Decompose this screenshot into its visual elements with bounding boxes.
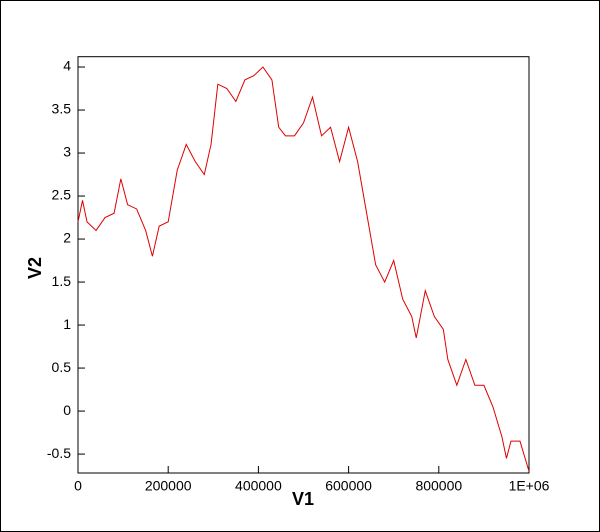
x-tick-label: 600000 [325,478,372,494]
x-tick-label: 200000 [145,478,192,494]
x-tick-label: 1E+06 [509,478,550,494]
x-tick-label: 800000 [415,478,462,494]
x-tick-label: 400000 [235,478,282,494]
y-tick-label: 1 [63,316,71,332]
y-tick-label: -0.5 [47,445,71,461]
x-tick-label: 0 [74,478,82,494]
data-line [77,66,530,472]
y-tick-label: 3 [63,144,71,160]
y-tick-label: 3.5 [52,101,72,117]
plot-frame [77,56,530,474]
y-tick-label: 2.5 [52,187,72,203]
y-tick-label: 2 [63,230,71,246]
y-tick-label: 4 [63,58,71,74]
y-axis-title: V2 [25,257,45,279]
x-axis-title: V1 [292,489,314,509]
y-tick-label: 1.5 [52,273,72,289]
y-tick-label: 0 [63,402,71,418]
y-tick-label: 0.5 [52,359,72,375]
